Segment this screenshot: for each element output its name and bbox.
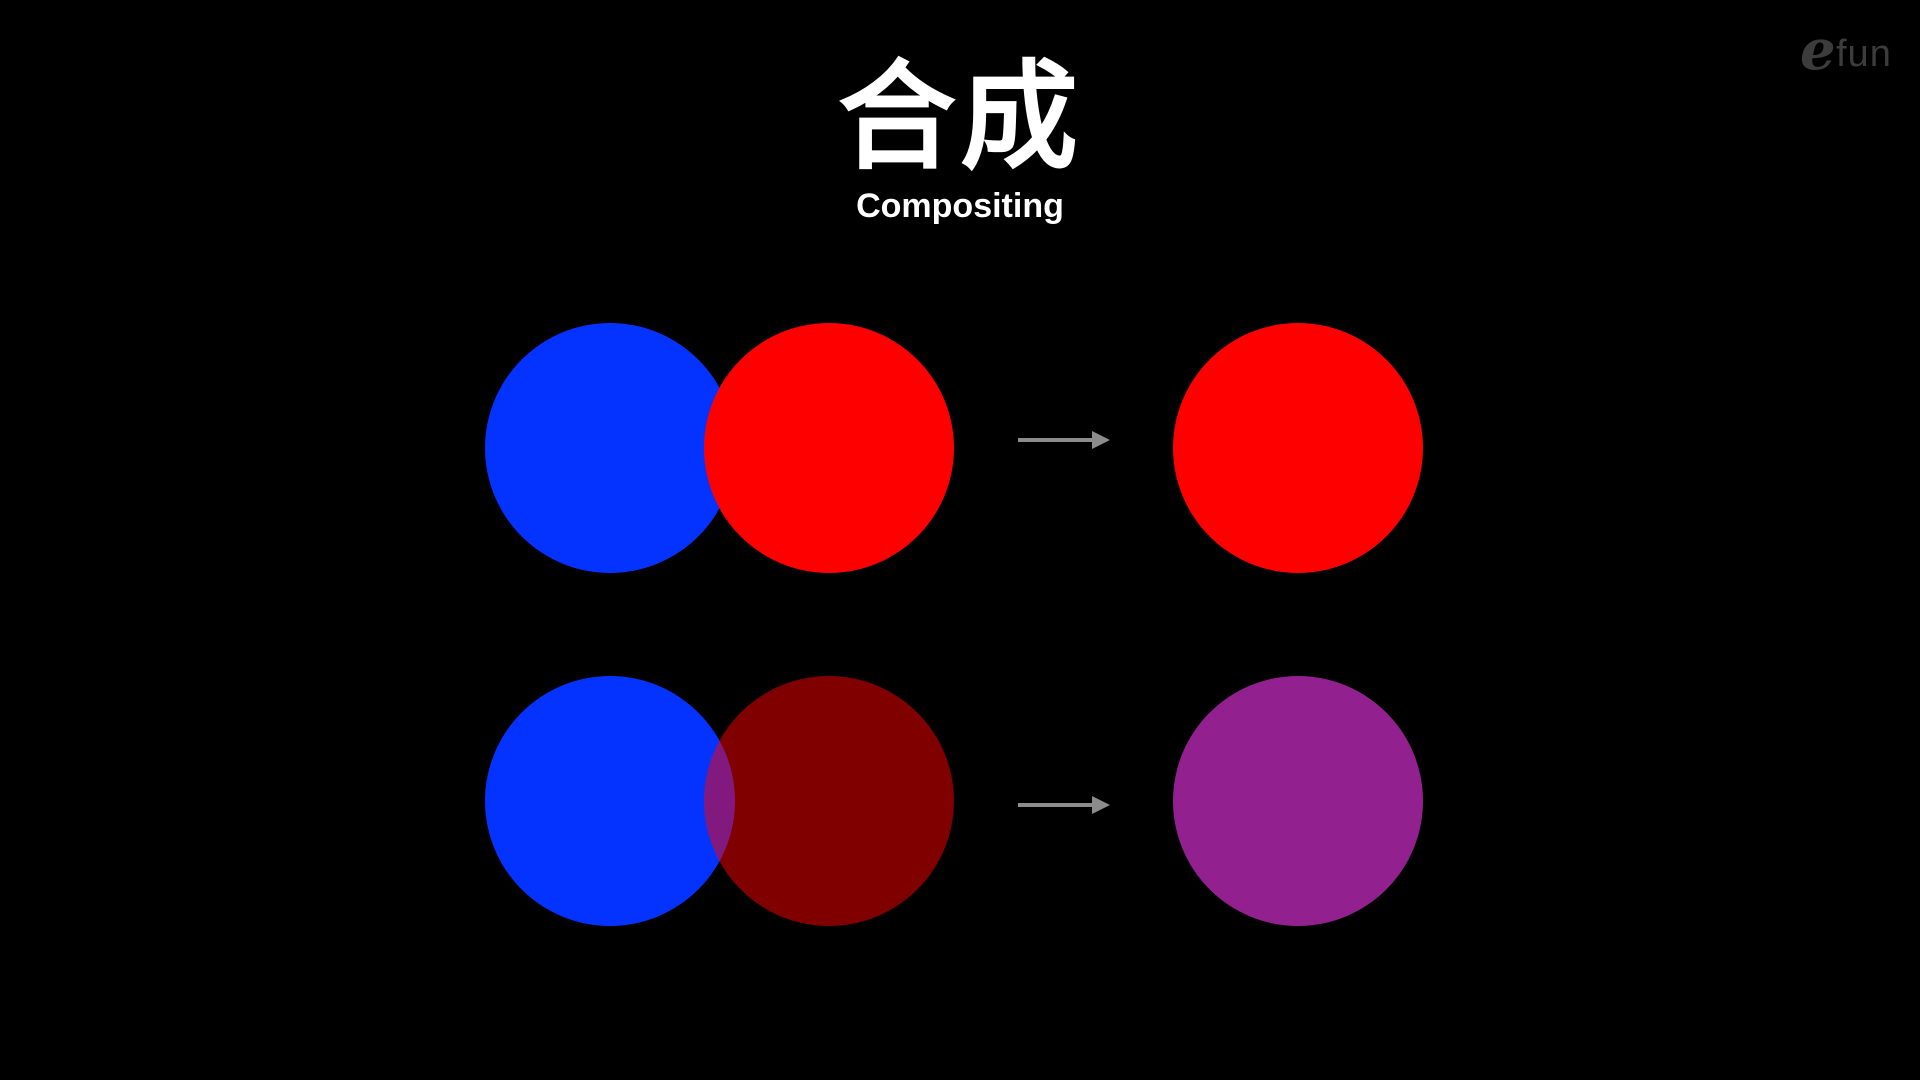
blue-circle <box>485 676 735 926</box>
result-red-circle <box>1173 323 1423 573</box>
row-opaque <box>485 323 1423 573</box>
page-title: 合成 <box>837 48 1082 186</box>
result-purple-circle <box>1173 676 1423 926</box>
arrow-icon <box>1018 796 1110 814</box>
page-subtitle: Compositing <box>856 187 1064 225</box>
blue-circle <box>485 323 735 573</box>
red-circle <box>704 323 954 573</box>
efun-logo: e fun <box>1800 20 1904 80</box>
logo-e-letter: e <box>1800 17 1836 83</box>
logo-fun-text: fun <box>1836 33 1892 75</box>
arrow-icon <box>1018 431 1110 449</box>
row-translucent <box>485 676 1423 926</box>
translucent-red-circle <box>704 676 954 926</box>
